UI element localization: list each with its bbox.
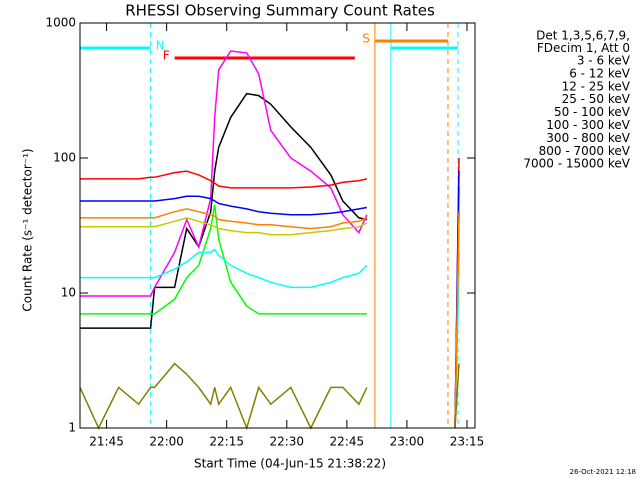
status-label: F — [163, 49, 170, 63]
y-tick-label: 10 — [61, 286, 76, 300]
legend-entry: 800 - 7000 keV — [539, 144, 631, 158]
y-tick-label: 100 — [53, 151, 76, 165]
status-label: N — [156, 39, 165, 53]
legend-entry: 6 - 12 keV — [569, 66, 631, 80]
series-line — [79, 362, 460, 431]
series-line — [80, 208, 460, 429]
legend-entry: 7000 - 15000 keV — [523, 157, 630, 171]
x-axis-label: Start Time (04-Jun-15 21:38:22) — [194, 457, 386, 471]
x-tick-label: 23:15 — [450, 435, 485, 449]
y-axis-label: Count Rate (s⁻¹ detector⁻¹) — [21, 148, 35, 311]
legend-entry: 12 - 25 keV — [562, 79, 631, 93]
x-tick-label: 22:00 — [149, 435, 184, 449]
chart-title: RHESSI Observing Summary Count Rates — [125, 2, 435, 20]
legend-entry: 25 - 50 keV — [562, 92, 631, 106]
legend-entry: 100 - 300 keV — [546, 118, 630, 132]
legend-entry: 300 - 800 keV — [546, 131, 630, 145]
x-tick-label: 21:45 — [89, 435, 124, 449]
y-tick-label: 1 — [68, 421, 76, 435]
legend-title: FDecim 1, Att 0 — [537, 41, 630, 55]
legend-title: Det 1,3,5,6,7,9, — [536, 29, 630, 43]
x-tick-label: 22:30 — [269, 435, 304, 449]
y-tick-label: 1000 — [45, 16, 76, 30]
legend-entry: 3 - 6 keV — [577, 54, 631, 68]
x-tick-label: 22:45 — [330, 435, 365, 449]
x-tick-label: 23:00 — [390, 435, 425, 449]
plot-frame — [79, 22, 476, 429]
x-tick-label: 22:15 — [209, 435, 244, 449]
footer-date: 26-Oct-2021 12:18 — [570, 468, 636, 476]
legend-entry: 50 - 100 keV — [554, 105, 631, 119]
status-label: S — [362, 32, 370, 46]
